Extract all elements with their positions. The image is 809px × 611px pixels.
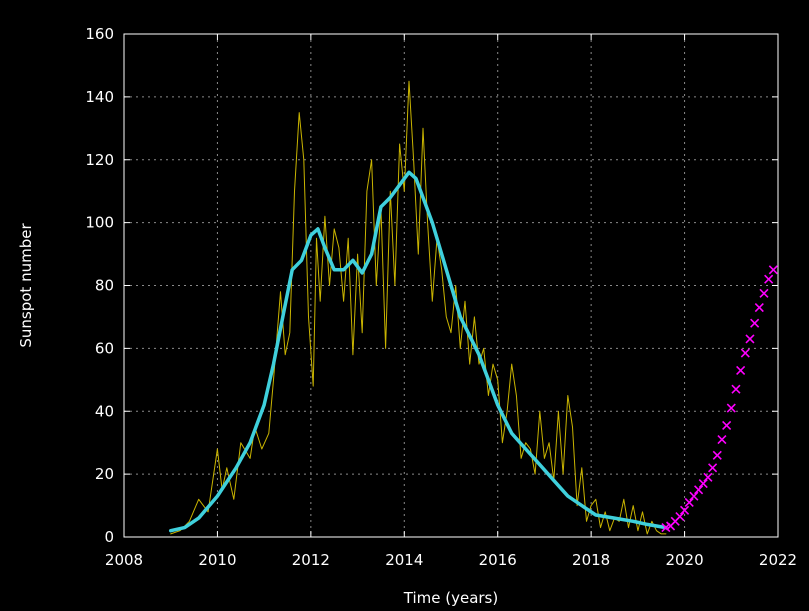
series-2-point bbox=[768, 265, 778, 275]
data-series bbox=[168, 80, 778, 535]
marker-stroke bbox=[717, 434, 727, 445]
axis-ticks: 2008 2010 2012 2014 2016 2018 2020 2022 0 20 40 60 8… bbox=[85, 25, 797, 569]
marker-stroke bbox=[750, 318, 760, 328]
series-2-point bbox=[745, 334, 755, 344]
x-tick-label: 2012 bbox=[292, 551, 330, 569]
y-tick-label: 140 bbox=[85, 88, 114, 106]
marker-stroke bbox=[740, 348, 750, 358]
series-2-point bbox=[736, 365, 746, 375]
y-tick-label: 100 bbox=[85, 214, 114, 232]
marker-stroke bbox=[745, 334, 755, 344]
marker-stroke bbox=[764, 274, 774, 284]
series-2-point bbox=[750, 318, 760, 328]
marker-stroke bbox=[726, 403, 736, 413]
marker-stroke bbox=[754, 302, 764, 313]
x-tick-label: 2020 bbox=[665, 551, 703, 569]
series-2-point bbox=[754, 302, 764, 313]
x-tick-label: 2018 bbox=[572, 551, 610, 569]
x-axis-label: Time (years) bbox=[403, 589, 498, 607]
x-tick-label: 2008 bbox=[105, 551, 143, 569]
x-tick-label: 2014 bbox=[385, 551, 423, 569]
series-2-point bbox=[740, 348, 750, 358]
x-tick-label: 2022 bbox=[759, 551, 797, 569]
series-2-point bbox=[759, 288, 769, 298]
series-1-line bbox=[168, 170, 668, 533]
y-tick-label: 120 bbox=[85, 151, 114, 169]
marker-stroke bbox=[712, 450, 722, 460]
series-2-point bbox=[717, 434, 727, 445]
y-tick-label: 20 bbox=[95, 465, 114, 483]
marker-stroke bbox=[722, 420, 732, 430]
series-2-point bbox=[764, 274, 774, 284]
series-2-point bbox=[694, 485, 704, 495]
y-tick-label: 0 bbox=[104, 528, 114, 546]
y-tick-label: 40 bbox=[95, 402, 114, 420]
series-2-point bbox=[675, 511, 685, 522]
series-2-point bbox=[680, 505, 690, 515]
series-2-point bbox=[703, 472, 713, 482]
series-2-point bbox=[698, 478, 708, 489]
marker-stroke bbox=[736, 365, 746, 375]
series-2-point bbox=[726, 403, 736, 413]
marker-stroke bbox=[759, 288, 769, 298]
marker-stroke bbox=[684, 497, 694, 507]
marker-stroke bbox=[768, 265, 778, 275]
series-2-point bbox=[731, 384, 741, 394]
marker-stroke bbox=[680, 505, 690, 515]
y-tick-label: 60 bbox=[95, 339, 114, 357]
y-axis-label: Sunspot number bbox=[17, 223, 35, 348]
series-2-point bbox=[708, 463, 718, 473]
marker-stroke bbox=[694, 485, 704, 495]
marker-stroke bbox=[675, 511, 685, 522]
series-2-point bbox=[689, 491, 699, 501]
series-2-point bbox=[722, 420, 732, 430]
series-2-point bbox=[712, 450, 722, 460]
y-tick-label: 80 bbox=[95, 277, 114, 295]
x-tick-label: 2010 bbox=[198, 551, 236, 569]
marker-stroke bbox=[708, 463, 718, 473]
marker-stroke bbox=[698, 478, 708, 489]
series-2-point bbox=[684, 497, 694, 507]
marker-stroke bbox=[689, 491, 699, 501]
y-tick-label: 160 bbox=[85, 25, 114, 43]
x-tick-label: 2016 bbox=[479, 551, 517, 569]
marker-stroke bbox=[703, 472, 713, 482]
marker-stroke bbox=[731, 384, 741, 394]
